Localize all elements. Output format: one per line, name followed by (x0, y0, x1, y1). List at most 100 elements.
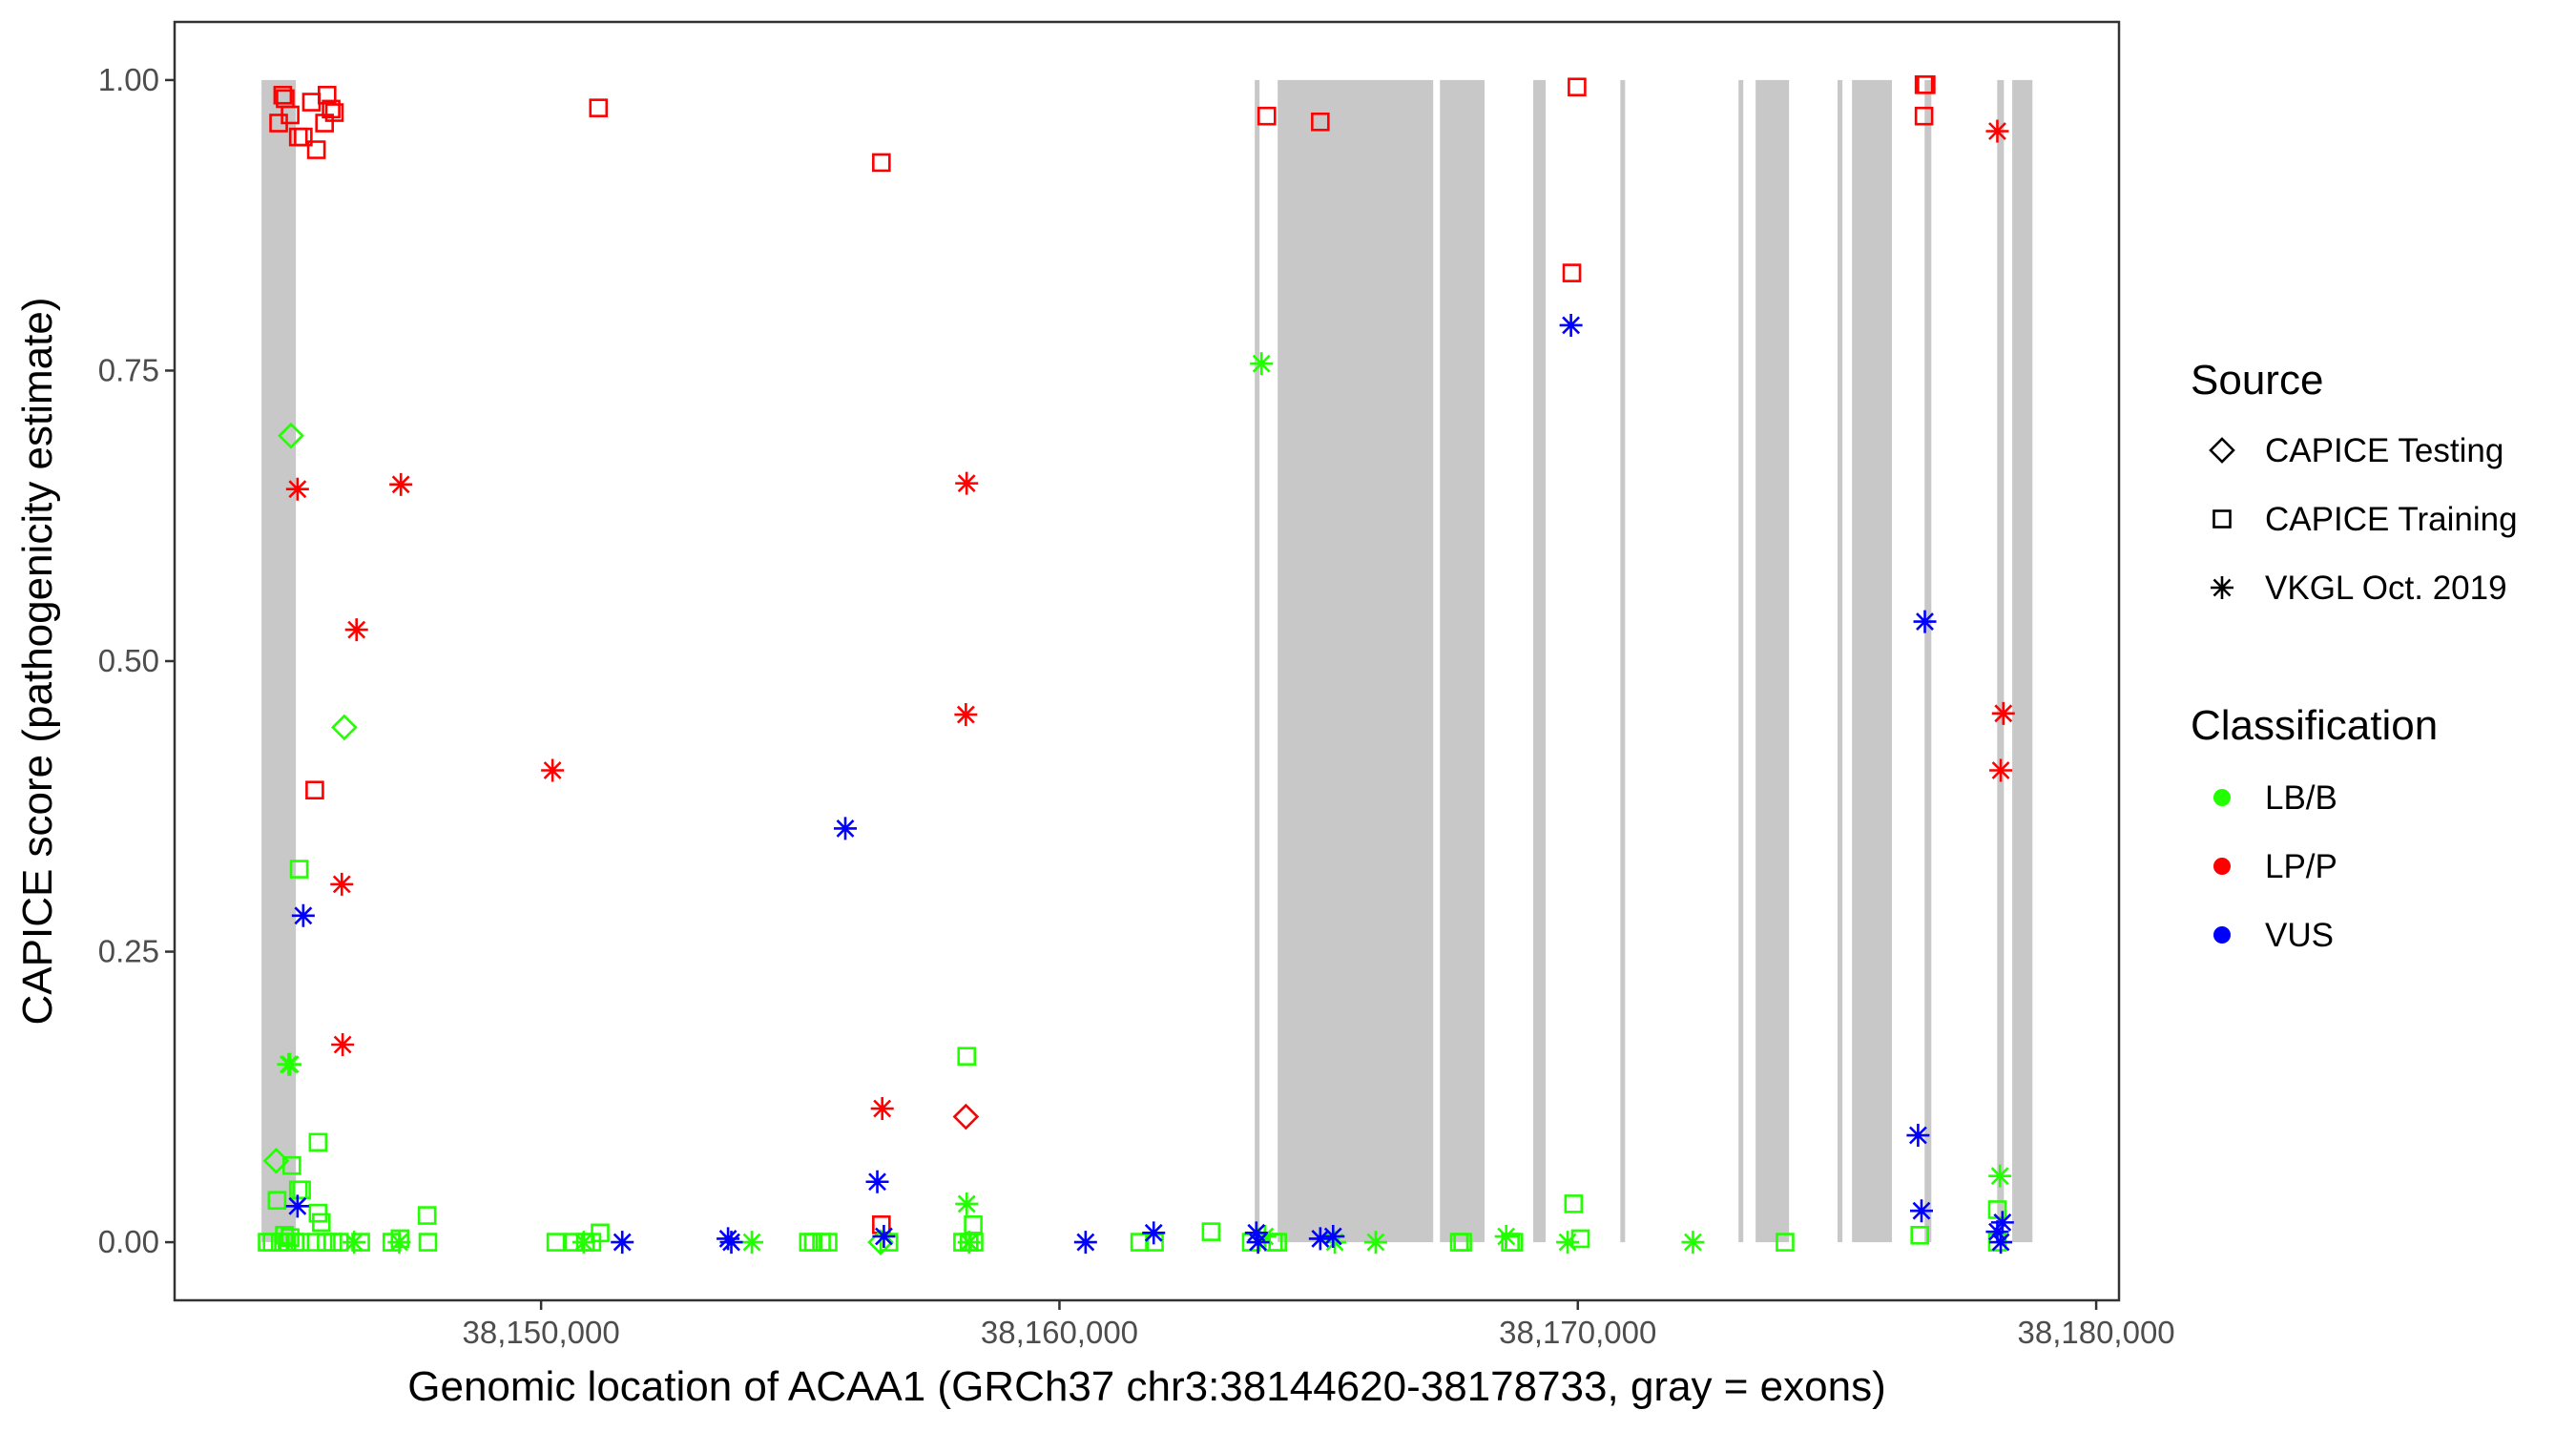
data-point (1142, 1221, 1166, 1245)
data-point (1250, 352, 1274, 376)
exon-band (1255, 79, 1260, 1243)
data-point (870, 1097, 894, 1120)
data-point (331, 1033, 355, 1056)
y-axis-title: CAPICE score (pathogenicity estimate) (14, 298, 61, 1026)
data-point (1776, 1233, 1795, 1252)
y-tick-label: 0.25 (98, 934, 159, 969)
data-point (955, 471, 979, 495)
data-point (1910, 1225, 1930, 1245)
data-point (1073, 1231, 1097, 1255)
data-point (1989, 758, 2013, 782)
data-point (294, 127, 313, 147)
legend-square-icon (2212, 509, 2232, 529)
data-point (343, 1231, 366, 1255)
y-tick-label: 0.00 (98, 1224, 159, 1259)
data-point (278, 422, 304, 449)
data-point (1311, 112, 1330, 132)
data-point (389, 472, 413, 496)
data-point (1917, 74, 1936, 94)
data-point (279, 1052, 302, 1076)
data-point (954, 703, 978, 727)
data-point (417, 1206, 437, 1225)
data-point (330, 872, 354, 896)
data-point (1906, 1124, 1930, 1148)
data-point (1913, 610, 1937, 633)
data-point (1559, 313, 1583, 337)
exon-bands (261, 79, 2033, 1243)
legend-color-dot-icon (2213, 926, 2231, 944)
data-point (306, 140, 326, 159)
data-point (1681, 1231, 1705, 1255)
data-point (1909, 1199, 1933, 1223)
y-tick-label: 0.75 (98, 352, 159, 387)
data-point (308, 1132, 328, 1152)
exon-band (1852, 79, 1893, 1243)
data-point (285, 1194, 309, 1218)
legend-source-label: VKGL Oct. 2019 (2265, 570, 2507, 607)
data-point (872, 1225, 896, 1248)
data-point (952, 1103, 980, 1130)
data-point (611, 1231, 634, 1255)
exon-band (1278, 79, 1434, 1243)
legend-color-dot-icon (2213, 789, 2231, 806)
data-point (280, 105, 300, 125)
data-point (315, 114, 334, 133)
x-axis-title: Genomic location of ACAA1 (GRCh37 chr3:3… (407, 1363, 1886, 1410)
data-point (1246, 1231, 1270, 1255)
legend-source-label: CAPICE Testing (2265, 432, 2503, 469)
data-point (872, 153, 891, 173)
data-point (387, 1231, 411, 1255)
legend-asterisk-icon (2211, 576, 2233, 599)
data-point (1568, 77, 1587, 97)
x-tick-label: 38,170,000 (1499, 1315, 1656, 1350)
data-point (1257, 106, 1277, 126)
exon-band (1738, 79, 1744, 1243)
data-point (305, 780, 324, 800)
data-point (418, 1233, 438, 1252)
data-point (1988, 1164, 2012, 1188)
data-point (292, 1180, 311, 1200)
legend-color-dot-icon (2213, 858, 2231, 875)
data-point (1494, 1225, 1518, 1248)
data-point (740, 1231, 764, 1255)
legend-class-label: VUS (2265, 917, 2334, 954)
legend: Source CAPICE Testing CAPICE Training VKGL… (2191, 357, 2518, 954)
data-point (1991, 701, 2015, 725)
data-point (330, 714, 358, 741)
exon-band (261, 79, 297, 1243)
data-point (267, 1191, 287, 1211)
data-point (719, 1231, 743, 1255)
data-point (957, 1047, 977, 1066)
data-point (311, 1213, 331, 1233)
data-point (955, 1192, 979, 1215)
data-point (1985, 119, 2009, 143)
x-tick-label: 38,180,000 (2018, 1315, 2175, 1350)
data-point (1914, 106, 1934, 126)
data-point (289, 860, 309, 879)
legend-source-title: Source (2191, 357, 2323, 404)
data-point (865, 1170, 889, 1193)
data-point (1363, 1231, 1387, 1255)
x-tick-label: 38,160,000 (981, 1315, 1138, 1350)
data-point (867, 1229, 894, 1255)
y-axis: 0.00 0.25 0.50 0.75 1.00 (98, 62, 175, 1259)
exon-band (1755, 79, 1790, 1243)
data-point (589, 98, 609, 117)
legend-source-label: CAPICE Training (2265, 501, 2518, 538)
data-point (1564, 1194, 1584, 1213)
exon-band (1997, 79, 2005, 1243)
data-point (291, 903, 315, 927)
data-point (1562, 263, 1582, 282)
data-point (819, 1233, 838, 1252)
data-point (324, 103, 344, 122)
data-point (322, 99, 341, 119)
data-point (1989, 1231, 2013, 1255)
data-point (1201, 1222, 1221, 1241)
legend-classification-title: Classification (2191, 702, 2438, 749)
exon-band (1837, 79, 1843, 1243)
y-tick-label: 0.50 (98, 643, 159, 678)
data-point (282, 1155, 301, 1175)
exon-band (1533, 79, 1547, 1243)
data-point (1990, 1211, 2014, 1234)
data-point (1985, 1220, 2009, 1244)
